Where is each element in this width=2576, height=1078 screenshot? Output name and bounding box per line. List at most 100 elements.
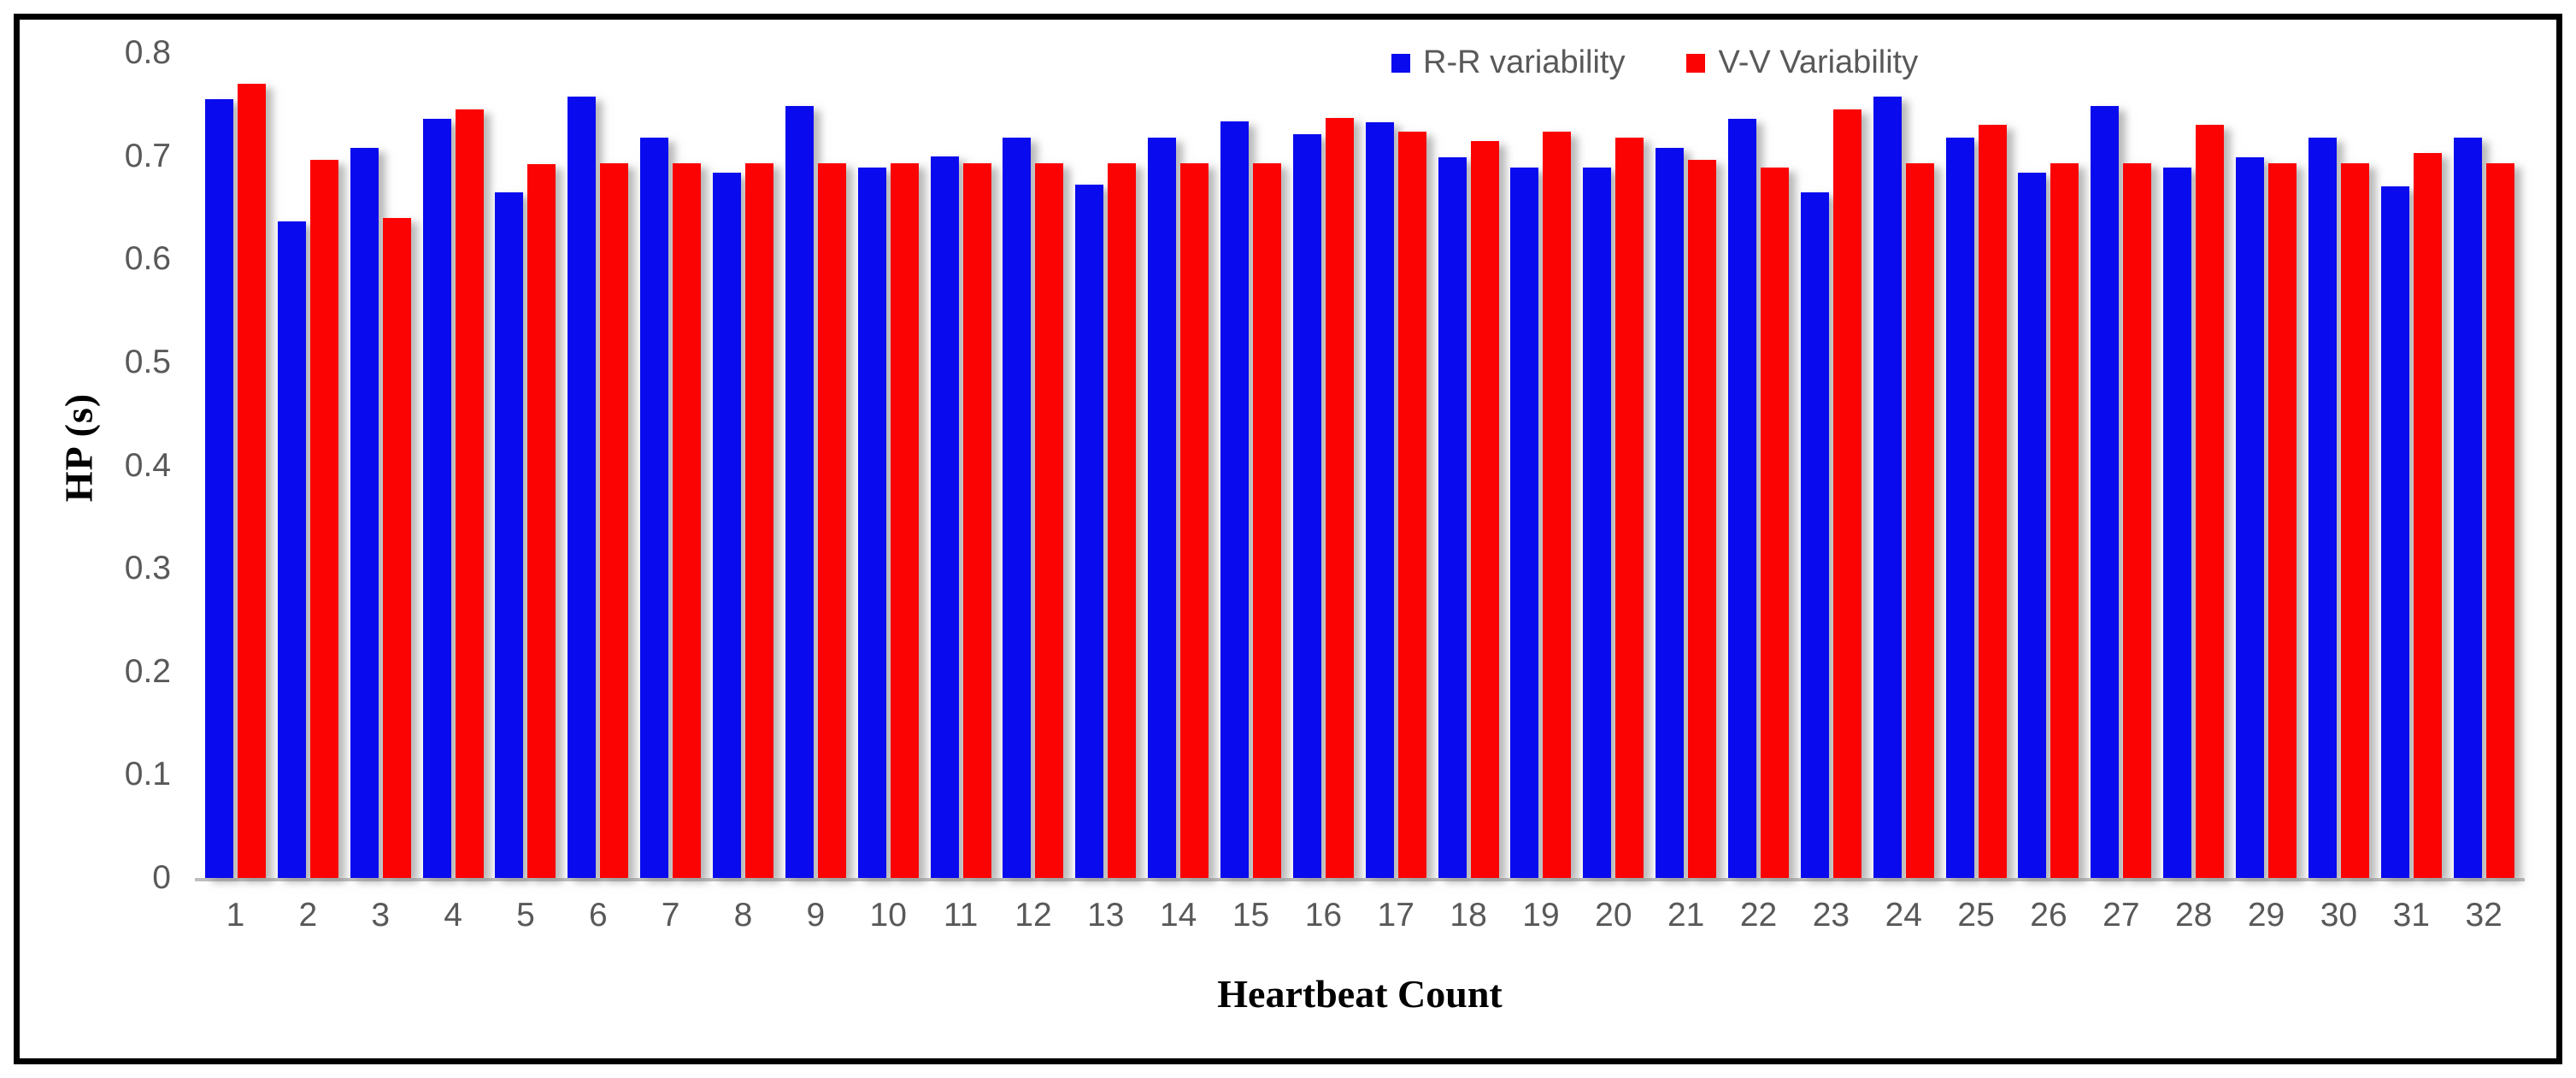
- bar-rr-22: [1728, 119, 1757, 878]
- x-tick-label: 23: [1812, 897, 1850, 934]
- legend-swatch-red-icon: [1686, 53, 1706, 73]
- x-tick-label: 7: [661, 897, 680, 934]
- bar-vv-5: [527, 164, 556, 878]
- plot-area: 1 2 3 4 5 6 7 8 9 10 11 12 13 14 15 16 17 18 19 20 21 22 23 24 2…: [195, 53, 2525, 934]
- x-tick-label: 6: [588, 897, 608, 934]
- y-tick-label: 0.8: [124, 34, 171, 72]
- bar-group-26: 26: [2018, 53, 2079, 934]
- bar-group-16: 16: [1292, 53, 1354, 934]
- bar-group-18: 18: [1438, 53, 1499, 934]
- bar-vv-27: [2123, 163, 2152, 878]
- bar-vv-20: [1615, 137, 1644, 878]
- bar-group-2: 2: [277, 53, 338, 934]
- legend-item-rr: R-R variability: [1391, 44, 1625, 81]
- bar-rr-5: [495, 191, 524, 878]
- y-tick-label: 0.6: [124, 240, 171, 278]
- bar-group-21: 21: [1656, 53, 1717, 934]
- x-tick-label: 29: [2247, 897, 2285, 934]
- bar-rr-32: [2453, 137, 2482, 878]
- bar-vv-12: [1035, 163, 1064, 878]
- bar-rr-17: [1365, 121, 1394, 878]
- figure-border: [14, 14, 2562, 1064]
- bar-group-19: 19: [1510, 53, 1572, 934]
- bar-group-25: 25: [1945, 53, 2007, 934]
- bar-rr-20: [1583, 167, 1612, 878]
- x-tick-label: 14: [1159, 897, 1197, 934]
- bar-rr-27: [2091, 105, 2120, 878]
- bar-vv-14: [1180, 163, 1209, 878]
- bar-rr-28: [2163, 167, 2192, 878]
- legend-item-vv: V-V Variability: [1686, 44, 1918, 81]
- bar-rr-12: [1003, 137, 1032, 878]
- bar-vv-16: [1325, 118, 1354, 878]
- bar-group-9: 9: [785, 53, 846, 934]
- x-tick-label: 28: [2175, 897, 2213, 934]
- x-tick-label: 3: [371, 897, 391, 934]
- bar-group-15: 15: [1220, 53, 1282, 934]
- bar-vv-2: [309, 160, 338, 878]
- x-tick-label: 27: [2103, 897, 2140, 934]
- x-tick-label: 30: [2320, 897, 2358, 934]
- bar-group-13: 13: [1075, 53, 1137, 934]
- bar-rr-3: [350, 147, 379, 878]
- bar-rr-1: [205, 99, 233, 878]
- x-tick-label: 19: [1522, 897, 1560, 934]
- x-tick-label: 25: [1957, 897, 1995, 934]
- bar-vv-15: [1253, 163, 1282, 878]
- bar-vv-1: [238, 84, 266, 878]
- bar-vv-24: [1905, 163, 1934, 878]
- x-tick-label: 10: [869, 897, 907, 934]
- bar-rr-29: [2236, 156, 2265, 878]
- bar-vv-23: [1832, 109, 1861, 878]
- bar-rr-24: [1873, 96, 1902, 878]
- bar-group-5: 5: [495, 53, 556, 934]
- x-tick-label: 11: [943, 897, 979, 934]
- bar-rr-25: [1945, 137, 1974, 878]
- y-tick-label: 0.1: [124, 756, 171, 793]
- bar-group-23: 23: [1800, 53, 1861, 934]
- bar-group-17: 17: [1365, 53, 1426, 934]
- bar-rr-15: [1220, 121, 1250, 878]
- bar-rr-31: [2380, 186, 2409, 878]
- y-tick-label: 0.5: [124, 344, 171, 380]
- x-tick-label: 22: [1739, 897, 1778, 934]
- bar-group-30: 30: [2308, 53, 2369, 934]
- bar-vv-26: [2050, 163, 2079, 878]
- x-tick-label: 15: [1232, 897, 1270, 934]
- bar-group-12: 12: [1003, 53, 1064, 934]
- bar-rr-9: [785, 105, 814, 878]
- bar-group-20: 20: [1583, 53, 1644, 934]
- x-tick-label: 21: [1667, 897, 1705, 934]
- y-tick-label: 0.2: [124, 652, 171, 690]
- y-tick-label: 0: [152, 859, 171, 896]
- y-tick-label: 0.3: [124, 550, 171, 587]
- y-tick-label: 0.4: [124, 446, 171, 484]
- x-tick-label: 12: [1015, 897, 1052, 934]
- bar-rr-2: [277, 221, 306, 878]
- bar-group-29: 29: [2236, 53, 2297, 934]
- bar-rr-11: [930, 156, 959, 878]
- bar-rr-10: [857, 167, 886, 878]
- bar-rr-14: [1148, 137, 1177, 878]
- bar-vv-7: [673, 163, 702, 878]
- bar-rr-4: [422, 119, 451, 878]
- x-tick-label: 16: [1304, 897, 1343, 934]
- bar-rr-21: [1656, 147, 1685, 878]
- bar-rr-16: [1292, 134, 1321, 878]
- bar-vv-6: [600, 163, 629, 878]
- bar-group-7: 7: [640, 53, 702, 934]
- bar-group-6: 6: [568, 53, 629, 934]
- bar-vv-9: [817, 163, 846, 878]
- bar-rr-30: [2308, 137, 2337, 878]
- x-tick-label: 8: [733, 897, 753, 934]
- bar-vv-29: [2268, 163, 2297, 878]
- bar-rr-26: [2018, 172, 2047, 878]
- x-tick-label: 9: [806, 897, 826, 934]
- bar-group-10: 10: [857, 53, 919, 934]
- bar-vv-4: [455, 109, 484, 878]
- x-tick-label: 24: [1885, 897, 1922, 934]
- x-tick-label: 13: [1087, 897, 1125, 934]
- x-tick-label: 1: [226, 897, 245, 934]
- x-tick-label: 26: [2030, 897, 2067, 934]
